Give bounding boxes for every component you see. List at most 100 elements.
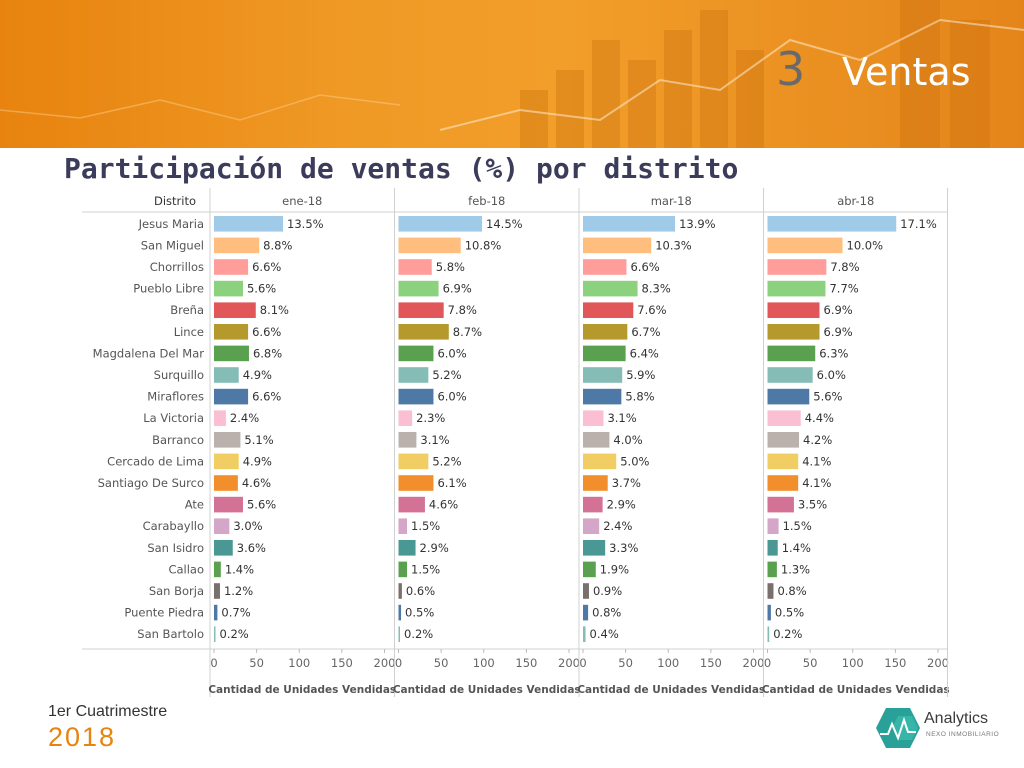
bar-value-label: 6.6% xyxy=(252,260,281,274)
panel-header: ene-18 xyxy=(282,194,322,208)
bar xyxy=(398,475,434,491)
bar-value-label: 7.7% xyxy=(829,282,858,296)
bar xyxy=(583,237,652,254)
logo-tagline: NEXO INMOBILIARIO xyxy=(926,731,1000,738)
bar xyxy=(583,432,610,448)
bar-value-label: 5.9% xyxy=(626,368,655,382)
bar xyxy=(583,367,623,383)
category-label: Miraflores xyxy=(147,390,204,404)
bar-value-label: 5.6% xyxy=(813,390,842,404)
axis-tick-label: 100 xyxy=(842,656,864,670)
category-label: San Miguel xyxy=(141,238,204,252)
bar-value-label: 10.8% xyxy=(465,238,502,252)
bar-value-label: 0.2% xyxy=(404,627,433,641)
bar xyxy=(398,518,408,534)
bar xyxy=(214,388,249,405)
bar-value-label: 4.4% xyxy=(805,411,834,425)
bar-value-label: 1.9% xyxy=(600,562,629,576)
bar xyxy=(398,432,417,448)
axis-tick-label: 150 xyxy=(884,656,906,670)
bar-value-label: 2.4% xyxy=(230,411,259,425)
category-label: Surquillo xyxy=(154,368,204,382)
bar xyxy=(767,626,770,642)
axis-title: Cantidad de Unidades Vendidas xyxy=(208,684,396,696)
bar-value-label: 3.6% xyxy=(237,541,266,555)
bar-value-label: 4.2% xyxy=(803,433,832,447)
axis-tick-label: 100 xyxy=(657,656,679,670)
bar-value-label: 10.0% xyxy=(847,238,884,252)
bar xyxy=(767,496,794,513)
bar-value-label: 0.9% xyxy=(593,584,622,598)
axis-tick-label: 50 xyxy=(434,656,449,670)
category-label: Pueblo Libre xyxy=(133,282,204,296)
bar xyxy=(214,216,284,232)
category-label: Breña xyxy=(170,303,204,317)
axis-tick-label: 50 xyxy=(803,656,818,670)
bar-value-label: 0.7% xyxy=(221,606,250,620)
bar-value-label: 3.5% xyxy=(798,498,827,512)
bar-value-label: 4.0% xyxy=(613,433,642,447)
bar xyxy=(767,432,800,448)
bar xyxy=(398,453,429,470)
category-label: Santiago De Surco xyxy=(98,476,204,490)
bar xyxy=(214,237,260,254)
bar xyxy=(398,367,429,383)
bar-value-label: 3.1% xyxy=(607,411,636,425)
axis-tick-label: 50 xyxy=(618,656,633,670)
bar-value-label: 6.1% xyxy=(437,476,466,490)
row-header-label: Distrito xyxy=(154,194,196,208)
bar xyxy=(398,540,416,556)
bar-value-label: 6.0% xyxy=(817,368,846,382)
period-year: 2018 xyxy=(48,722,117,752)
analytics-logo: Analytics NEXO INMOBILIARIO xyxy=(874,706,1014,754)
bar-value-label: 5.2% xyxy=(432,368,461,382)
axis-tick-label: 0 xyxy=(579,656,586,670)
bar xyxy=(583,583,589,599)
bar xyxy=(767,604,771,621)
bar-value-label: 5.6% xyxy=(247,498,276,512)
category-label: Barranco xyxy=(152,433,204,447)
bar-value-label: 8.1% xyxy=(260,303,289,317)
bar-value-label: 5.0% xyxy=(620,454,649,468)
bar-value-label: 5.2% xyxy=(432,454,461,468)
bar-value-label: 6.6% xyxy=(252,390,281,404)
bar-value-label: 13.9% xyxy=(679,217,716,231)
chart-title: Participación de ventas (%) por distrito xyxy=(64,152,739,185)
bar-value-label: 0.2% xyxy=(773,627,802,641)
bar-value-label: 6.3% xyxy=(819,346,848,360)
bar-value-label: 0.2% xyxy=(220,627,249,641)
bar xyxy=(583,324,628,340)
bar xyxy=(398,237,461,254)
axis-tick-label: 150 xyxy=(331,656,353,670)
axis-tick-label: 0 xyxy=(210,656,217,670)
bar-value-label: 4.6% xyxy=(242,476,271,490)
bar xyxy=(583,475,608,491)
bar-value-label: 7.8% xyxy=(448,303,477,317)
bar xyxy=(583,345,626,362)
bar xyxy=(767,475,799,491)
bar-value-label: 0.8% xyxy=(592,606,621,620)
bar xyxy=(767,324,820,340)
bar-value-label: 0.5% xyxy=(775,606,804,620)
bar xyxy=(767,280,826,297)
bar xyxy=(214,410,226,426)
bar-value-label: 6.8% xyxy=(253,346,282,360)
bar xyxy=(583,302,634,318)
bar xyxy=(398,324,449,340)
category-label: San Borja xyxy=(149,584,204,598)
bar xyxy=(398,345,434,362)
category-label: Chorrillos xyxy=(150,260,204,274)
bar-value-label: 8.7% xyxy=(453,325,482,339)
category-label: Carabayllo xyxy=(143,519,204,533)
panel-header: feb-18 xyxy=(468,194,505,208)
bar-value-label: 0.4% xyxy=(590,627,619,641)
bar-value-label: 5.8% xyxy=(625,390,654,404)
bar xyxy=(767,216,897,232)
bar-value-label: 7.8% xyxy=(830,260,859,274)
bar-value-label: 8.8% xyxy=(263,238,292,252)
bar xyxy=(583,626,586,642)
bar-value-label: 14.5% xyxy=(486,217,523,231)
bar xyxy=(583,388,622,405)
bar-value-label: 4.9% xyxy=(243,368,272,382)
header-banner: 3 Ventas xyxy=(0,0,1024,148)
